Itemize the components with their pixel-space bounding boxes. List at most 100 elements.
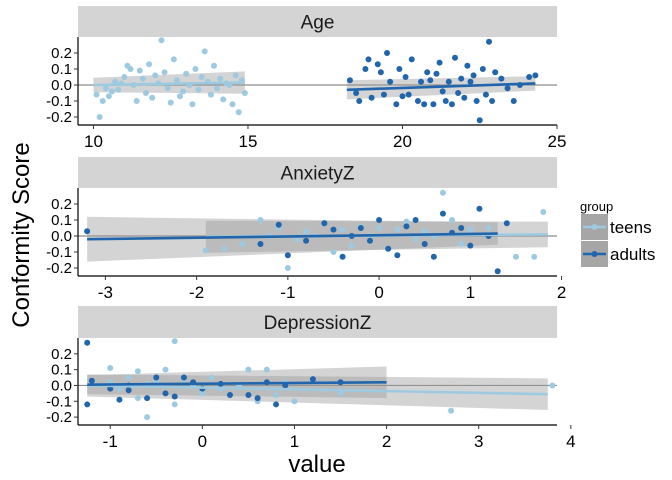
- point-teens: [284, 265, 291, 271]
- x-tick-label: -3: [98, 283, 113, 302]
- point-adults: [180, 374, 187, 381]
- point-teens: [293, 236, 300, 243]
- legend: group teens adults: [580, 199, 655, 267]
- x-tick-label: 2: [382, 432, 391, 451]
- x-tick-label: 2: [557, 283, 566, 302]
- y-tick-label: 0.0: [51, 228, 72, 245]
- panel-depressionz: DepressionZ 0.20.10.0-0.1-0.2 -1 0 1 2 3 4: [46, 306, 576, 451]
- legend-item-teens: teens: [581, 214, 652, 240]
- point-teens: [161, 69, 168, 76]
- point-adults: [245, 391, 252, 398]
- point-adults: [357, 225, 364, 231]
- point-teens: [176, 93, 183, 100]
- point-adults: [226, 391, 233, 398]
- point-teens: [467, 226, 474, 233]
- point-teens: [152, 72, 159, 79]
- x-tick-label: 4: [566, 432, 575, 451]
- point-adults: [273, 401, 280, 408]
- point-teens: [291, 398, 298, 405]
- panel-age: Age 0.20.10.0-0.1-0.2 10 15 20 25: [46, 6, 566, 151]
- point-adults: [455, 90, 462, 96]
- point-adults: [366, 237, 373, 244]
- point-adults: [442, 98, 449, 104]
- point-teens: [273, 391, 280, 398]
- point-teens: [512, 253, 519, 260]
- point-adults: [396, 66, 403, 72]
- point-adults: [356, 98, 363, 104]
- point-adults: [330, 226, 337, 233]
- point-teens: [403, 218, 410, 225]
- fit-line-teens: [93, 81, 245, 87]
- point-adults: [377, 69, 384, 76]
- point-teens: [394, 226, 401, 233]
- strip-background: [78, 157, 557, 188]
- point-teens: [115, 86, 122, 93]
- point-teens: [376, 225, 383, 231]
- point-adults: [458, 225, 465, 231]
- point-teens: [303, 228, 310, 235]
- y-tick-label: 0.1: [51, 362, 72, 379]
- point-teens: [195, 86, 202, 93]
- point-adults: [88, 377, 95, 384]
- point-adults: [486, 38, 493, 45]
- y-tick-label: 0.0: [51, 77, 72, 94]
- point-adults: [385, 245, 392, 252]
- legend-label: adults: [610, 245, 655, 264]
- y-tick-label: 0.2: [51, 45, 72, 62]
- point-teens: [263, 366, 270, 373]
- x-tick-label: 25: [548, 132, 567, 151]
- x-tick-label: 3: [474, 432, 483, 451]
- point-teens: [171, 401, 178, 408]
- point-adults: [427, 77, 434, 84]
- strip-background: [78, 306, 557, 338]
- legend-item-adults: adults: [581, 241, 655, 267]
- point-adults: [467, 242, 474, 249]
- point-teens: [125, 374, 132, 381]
- y-tick-label: 0.2: [51, 196, 72, 213]
- point-teens: [134, 368, 141, 375]
- y-tick-label: -0.2: [46, 260, 72, 277]
- point-teens: [229, 101, 236, 108]
- point-adults: [362, 66, 369, 72]
- point-adults: [403, 223, 410, 230]
- point-adults: [257, 241, 264, 247]
- point-adults: [421, 101, 428, 108]
- point-teens: [540, 209, 547, 215]
- x-tick-label: 0: [198, 432, 207, 451]
- point-teens: [146, 61, 153, 68]
- point-teens: [339, 226, 346, 233]
- point-teens: [162, 366, 169, 373]
- point-teens: [99, 98, 106, 104]
- legend-key-point: [591, 224, 598, 230]
- point-teens: [421, 228, 428, 235]
- point-adults: [321, 220, 328, 227]
- y-axis-title: Conformity Score: [8, 142, 35, 327]
- point-adults: [309, 376, 316, 383]
- point-adults: [526, 74, 533, 80]
- point-teens: [217, 75, 224, 82]
- point-adults: [171, 393, 178, 400]
- point-adults: [424, 69, 431, 76]
- point-adults: [470, 72, 477, 79]
- point-adults: [368, 94, 375, 101]
- point-adults: [494, 268, 501, 275]
- point-teens: [449, 217, 456, 223]
- fit-line-adults: [346, 82, 536, 92]
- point-teens: [183, 70, 190, 77]
- point-adults: [402, 74, 409, 80]
- point-adults: [436, 59, 443, 66]
- point-adults: [144, 395, 151, 402]
- point-teens: [337, 390, 344, 397]
- x-axis-title: value: [288, 451, 345, 478]
- point-adults: [412, 217, 419, 223]
- point-teens: [142, 90, 149, 96]
- point-teens: [134, 395, 141, 402]
- point-adults: [473, 98, 480, 104]
- point-teens: [105, 93, 112, 100]
- point-adults: [408, 56, 415, 63]
- point-adults: [393, 101, 400, 108]
- point-adults: [394, 252, 401, 259]
- x-tick-label: 1: [466, 283, 475, 302]
- point-adults: [414, 98, 421, 104]
- point-teens: [180, 88, 187, 95]
